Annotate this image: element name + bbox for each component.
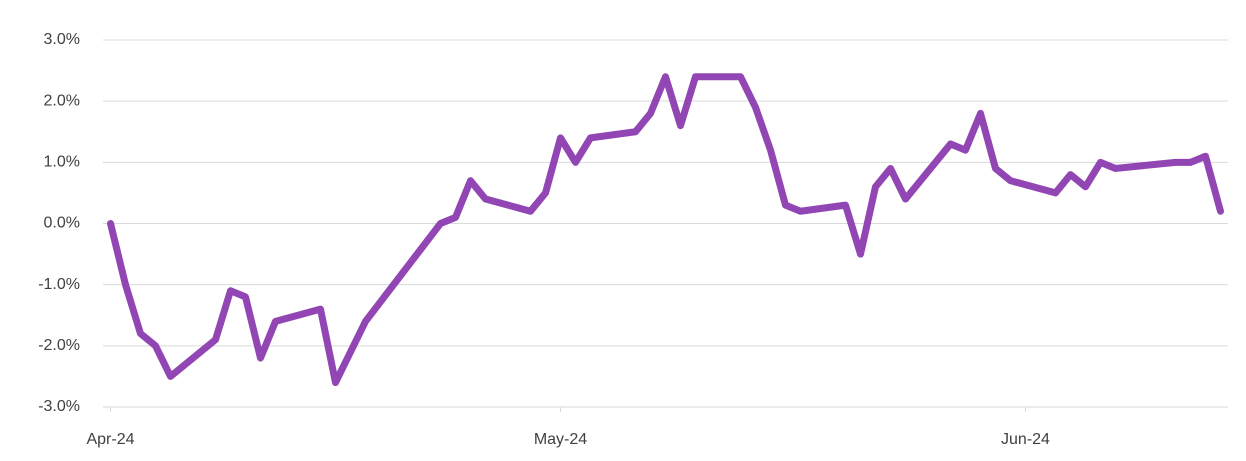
y-tick-label: -2.0% — [38, 337, 80, 354]
y-tick-label: -1.0% — [38, 276, 80, 293]
x-tick-label: Jun-24 — [1001, 431, 1050, 448]
y-tick-label: 3.0% — [44, 31, 80, 48]
x-tick-label: Apr-24 — [86, 431, 134, 448]
y-tick-label: -3.0% — [38, 398, 80, 415]
y-tick-label: 1.0% — [44, 154, 80, 171]
y-tick-label: 2.0% — [44, 92, 80, 109]
data-line — [107, 73, 1224, 387]
x-tick-label: May-24 — [534, 431, 587, 448]
y-tick-label: 0.0% — [44, 215, 80, 232]
